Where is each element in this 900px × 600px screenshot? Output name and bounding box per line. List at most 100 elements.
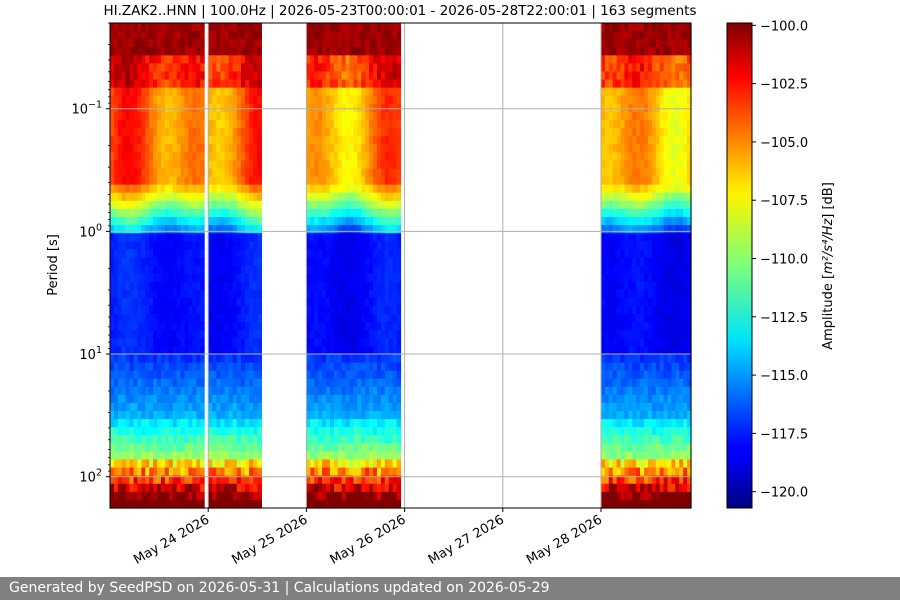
heatmap-cell: [624, 475, 629, 485]
heatmap-cell: [640, 79, 645, 89]
heatmap-cell: [667, 435, 673, 444]
heatmap-cell: [145, 103, 150, 113]
heatmap-cell: [636, 136, 641, 145]
heatmap-cell: [667, 370, 673, 380]
heatmap-cell: [224, 346, 230, 356]
heatmap-cell: [245, 79, 250, 89]
heatmap-cell: [349, 346, 355, 356]
heatmap-cell: [616, 241, 622, 250]
heatmap-cell: [644, 394, 649, 404]
heatmap-cell: [628, 483, 633, 493]
heatmap-cell: [345, 120, 351, 129]
heatmap-cell: [245, 435, 250, 444]
heatmap-cell: [365, 419, 370, 428]
heatmap-cell: [600, 378, 606, 388]
heatmap-cell: [600, 95, 606, 105]
heatmap-cell: [671, 160, 676, 170]
heatmap-cell: [612, 241, 618, 250]
heatmap-cell: [612, 168, 618, 178]
heatmap-cell: [153, 491, 158, 501]
heatmap-cell: [216, 281, 222, 291]
heatmap-cell: [322, 427, 327, 436]
heatmap-cell: [384, 305, 390, 315]
heatmap-cell: [113, 79, 119, 89]
heatmap-cell: [129, 31, 135, 40]
heatmap-cell: [228, 103, 234, 113]
heatmap-cell: [240, 483, 246, 493]
heatmap-cell: [384, 273, 390, 283]
heatmap-cell: [184, 184, 190, 194]
heatmap-cell: [232, 411, 238, 420]
heatmap-cell: [314, 79, 319, 89]
heatmap-cell: [306, 451, 311, 461]
heatmap-cell: [192, 330, 197, 339]
heatmap-cell: [659, 200, 665, 210]
heatmap-cell: [329, 394, 335, 404]
heatmap-cell: [349, 370, 355, 380]
heatmap-cell: [392, 225, 398, 234]
heatmap-cell: [176, 459, 182, 469]
heatmap-cell: [624, 273, 629, 283]
heatmap-cell: [392, 23, 398, 32]
heatmap-cell: [647, 184, 653, 194]
heatmap-cell: [651, 491, 657, 501]
heatmap-cell: [200, 233, 205, 242]
heatmap-cell: [208, 305, 213, 315]
heatmap-cell: [253, 322, 258, 331]
heatmap-cell: [129, 233, 135, 242]
heatmap-cell: [600, 257, 606, 267]
heatmap-cell: [157, 192, 162, 202]
heatmap-cell: [667, 483, 673, 493]
heatmap-cell: [180, 192, 186, 202]
heatmap-cell: [253, 95, 258, 105]
heatmap-cell: [168, 338, 174, 347]
heatmap-cell: [137, 95, 142, 105]
heatmap-cell: [636, 289, 641, 299]
heatmap-cell: [212, 47, 217, 56]
heatmap-cell: [160, 241, 166, 250]
heatmap-cell: [655, 95, 661, 105]
heatmap-cell: [180, 419, 186, 428]
heatmap-cell: [679, 322, 684, 331]
heatmap-cell: [200, 338, 205, 347]
heatmap-cell: [310, 23, 315, 32]
heatmap-cell: [349, 265, 355, 275]
heatmap-cell: [253, 338, 258, 347]
heatmap-cell: [113, 483, 119, 493]
heatmap-cell: [184, 314, 190, 323]
heatmap-cell: [322, 491, 327, 501]
heatmap-cell: [329, 160, 335, 170]
heatmap-cell: [333, 427, 339, 436]
heatmap-cell: [326, 39, 331, 48]
heatmap-cell: [326, 459, 331, 469]
heatmap-cell: [636, 39, 641, 48]
heatmap-cell: [153, 475, 158, 485]
heatmap-cell: [257, 128, 262, 137]
heatmap-cell: [667, 200, 673, 210]
heatmap-cell: [306, 184, 311, 194]
heatmap-cell: [249, 297, 254, 307]
heatmap-cell: [624, 79, 629, 89]
heatmap-cell: [357, 378, 362, 388]
heatmap-cell: [329, 152, 335, 162]
heatmap-cell: [349, 120, 355, 129]
heatmap-cell: [306, 120, 311, 129]
heatmap-cell: [671, 128, 676, 137]
heatmap-cell: [125, 257, 131, 267]
heatmap-cell: [208, 31, 213, 40]
heatmap-cell: [329, 338, 335, 347]
heatmap-cell: [232, 297, 238, 307]
heatmap-cell: [113, 144, 119, 153]
heatmap-cell: [220, 289, 226, 299]
heatmap-cell: [232, 152, 238, 162]
heatmap-cell: [628, 346, 633, 356]
heatmap-cell: [361, 354, 366, 364]
heatmap-cell: [396, 47, 402, 56]
heatmap-cell: [164, 273, 170, 283]
heatmap-cell: [180, 443, 186, 453]
heatmap-cell: [384, 362, 390, 372]
heatmap-cell: [149, 483, 154, 493]
heatmap-cell: [644, 184, 649, 194]
heatmap-cell: [624, 55, 629, 65]
heatmap-cell: [376, 63, 382, 73]
